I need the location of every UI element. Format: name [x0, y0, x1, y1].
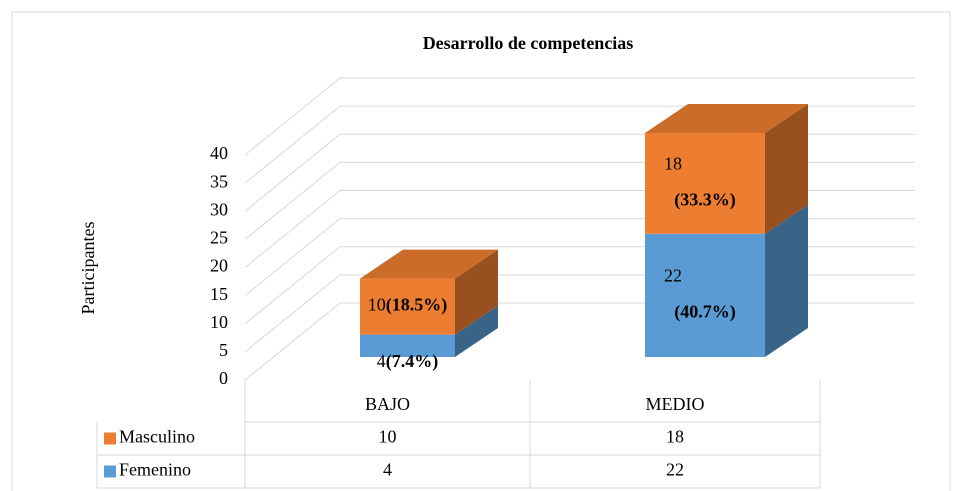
legend-label: Femenino	[119, 460, 191, 480]
data-label-percent: (18.5%)	[386, 295, 448, 316]
chart-border	[11, 11, 951, 491]
data-label-percent: (40.7%)	[674, 302, 736, 323]
y-tick-label: 20	[210, 256, 228, 276]
grid-line	[244, 302, 915, 381]
grid-line	[244, 161, 915, 240]
y-tick-label: 10	[210, 312, 228, 332]
bar	[645, 133, 765, 234]
bar	[360, 278, 455, 335]
grid-line	[244, 218, 915, 297]
table-value: 4	[383, 460, 392, 480]
bar	[645, 233, 765, 357]
y-tick-label: 40	[210, 143, 228, 163]
grid-line	[244, 133, 915, 212]
bar-top	[360, 249, 498, 279]
x-tick-label: BAJO	[365, 394, 410, 414]
data-label: 22	[664, 266, 682, 286]
table-value: 18	[666, 427, 684, 447]
y-tick-label: 35	[210, 171, 228, 191]
data-value: 10	[368, 295, 386, 315]
bar	[360, 334, 455, 357]
y-tick-label: 5	[219, 340, 228, 360]
bar-top	[645, 104, 808, 133]
legend-swatch	[104, 432, 116, 445]
y-axis-title: Participantes	[78, 222, 98, 315]
grid-line	[244, 77, 915, 156]
legend-label: Masculino	[119, 427, 195, 447]
bar-side	[765, 204, 808, 357]
legend-swatch	[104, 465, 116, 478]
bar-side	[455, 305, 498, 357]
y-tick-label: 30	[210, 199, 228, 219]
y-tick-label: 25	[210, 228, 228, 248]
grid-line	[244, 246, 915, 325]
chart-title: Desarrollo de competencias	[423, 33, 634, 53]
grid-line	[244, 190, 915, 268]
grid-line	[244, 274, 915, 353]
data-label-percent: (7.4%)	[386, 351, 439, 372]
table-value: 22	[666, 460, 684, 480]
x-tick-label: MEDIO	[646, 394, 705, 414]
data-label-percent: (33.3%)	[674, 190, 736, 211]
data-label: 4(7.4%)	[377, 351, 439, 372]
bar-side	[765, 104, 808, 234]
bar-side	[455, 249, 498, 335]
y-tick-label: 0	[219, 368, 228, 388]
data-value: 4	[377, 351, 386, 371]
grid-line	[244, 105, 915, 184]
data-label: 10(18.5%)	[368, 295, 448, 316]
data-label: 18	[664, 154, 682, 174]
table-value: 10	[379, 427, 397, 447]
y-tick-label: 15	[210, 284, 228, 304]
